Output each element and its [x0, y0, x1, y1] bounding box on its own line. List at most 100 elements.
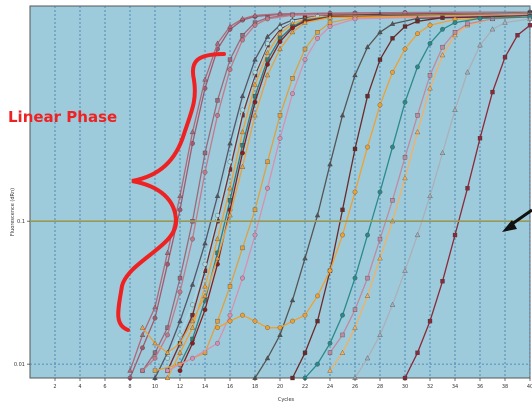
data-point — [227, 185, 233, 191]
data-point — [340, 312, 345, 318]
y-axis-label: Fluorescence (dRn) — [10, 188, 16, 236]
data-point — [390, 36, 395, 41]
data-point — [165, 368, 170, 374]
data-point — [414, 129, 421, 135]
series — [215, 14, 532, 331]
data-point — [302, 312, 308, 318]
data-point — [189, 281, 196, 287]
data-point — [152, 368, 158, 373]
x-tick-label: 12 — [177, 384, 183, 390]
x-tick-label: 30 — [402, 384, 408, 390]
x-tick-label: 10 — [152, 384, 158, 390]
data-point — [215, 212, 220, 218]
data-point — [352, 16, 358, 22]
data-point — [389, 20, 396, 26]
data-point — [227, 140, 233, 146]
data-point — [377, 189, 383, 195]
data-point — [227, 284, 233, 289]
data-point — [402, 99, 408, 105]
data-point — [240, 113, 245, 118]
data-point — [427, 73, 433, 78]
series-line — [354, 18, 531, 379]
data-point — [439, 150, 446, 155]
data-point — [240, 107, 245, 113]
x-tick-label: 22 — [302, 384, 308, 390]
data-point — [202, 150, 208, 156]
data-point — [490, 16, 495, 22]
data-point — [252, 207, 258, 213]
series — [327, 14, 532, 355]
data-point — [140, 345, 145, 351]
x-tick-label: 40 — [527, 384, 532, 390]
data-point — [277, 25, 283, 31]
data-point — [302, 350, 308, 355]
data-point — [489, 26, 496, 32]
data-point — [490, 89, 495, 95]
data-point — [215, 318, 220, 324]
data-point — [477, 42, 483, 48]
x-tick-label: 16 — [227, 384, 233, 390]
axes: 2 4 6 8 10 12 14 16 18 20 22 24 26 28 30 32 34 36 38 400.01… — [14, 219, 532, 390]
data-point — [177, 207, 183, 213]
data-point — [240, 37, 245, 43]
data-point — [327, 161, 333, 167]
series-line — [142, 11, 531, 372]
data-point — [189, 129, 196, 135]
data-point — [402, 155, 408, 160]
data-point — [377, 29, 383, 35]
x-tick-label: 4 — [78, 384, 81, 390]
data-point — [465, 21, 470, 27]
data-point — [427, 85, 433, 91]
data-point — [402, 46, 408, 52]
data-point — [152, 315, 158, 321]
data-point — [265, 325, 270, 331]
data-point — [364, 293, 371, 298]
data-point — [252, 56, 258, 62]
data-point — [252, 81, 258, 87]
data-point — [165, 332, 170, 338]
data-point — [189, 318, 196, 324]
data-point — [314, 212, 321, 218]
data-point — [202, 293, 208, 298]
data-point — [340, 207, 345, 213]
data-point — [190, 340, 195, 346]
data-point — [227, 159, 233, 165]
data-point — [265, 16, 270, 22]
x-tick-label: 34 — [452, 384, 458, 390]
data-point — [239, 15, 246, 21]
data-point — [265, 185, 270, 191]
data-point — [364, 44, 371, 50]
data-point — [240, 312, 245, 318]
data-point — [227, 67, 233, 72]
series — [165, 12, 532, 374]
data-point — [452, 232, 458, 238]
x-axis-label: Cycles — [278, 397, 295, 403]
data-point — [340, 332, 345, 338]
data-point — [190, 302, 195, 308]
data-point — [164, 349, 171, 355]
data-point — [440, 26, 445, 32]
data-point — [527, 15, 532, 21]
data-point — [377, 102, 383, 108]
data-point — [215, 340, 220, 346]
data-point — [177, 368, 183, 374]
data-point — [277, 39, 283, 45]
data-point — [202, 283, 208, 289]
data-point — [164, 375, 171, 380]
data-point — [190, 236, 195, 242]
data-point — [302, 19, 308, 25]
data-point — [364, 355, 371, 361]
data-point — [502, 19, 508, 25]
data-point — [277, 46, 283, 51]
data-point — [215, 325, 220, 331]
data-point — [290, 12, 295, 18]
data-point — [140, 368, 145, 374]
data-point — [515, 33, 520, 38]
data-point — [327, 24, 333, 29]
data-point — [215, 112, 220, 118]
data-point — [289, 297, 296, 303]
data-point — [127, 367, 133, 373]
data-point — [177, 275, 183, 281]
series — [140, 10, 532, 374]
